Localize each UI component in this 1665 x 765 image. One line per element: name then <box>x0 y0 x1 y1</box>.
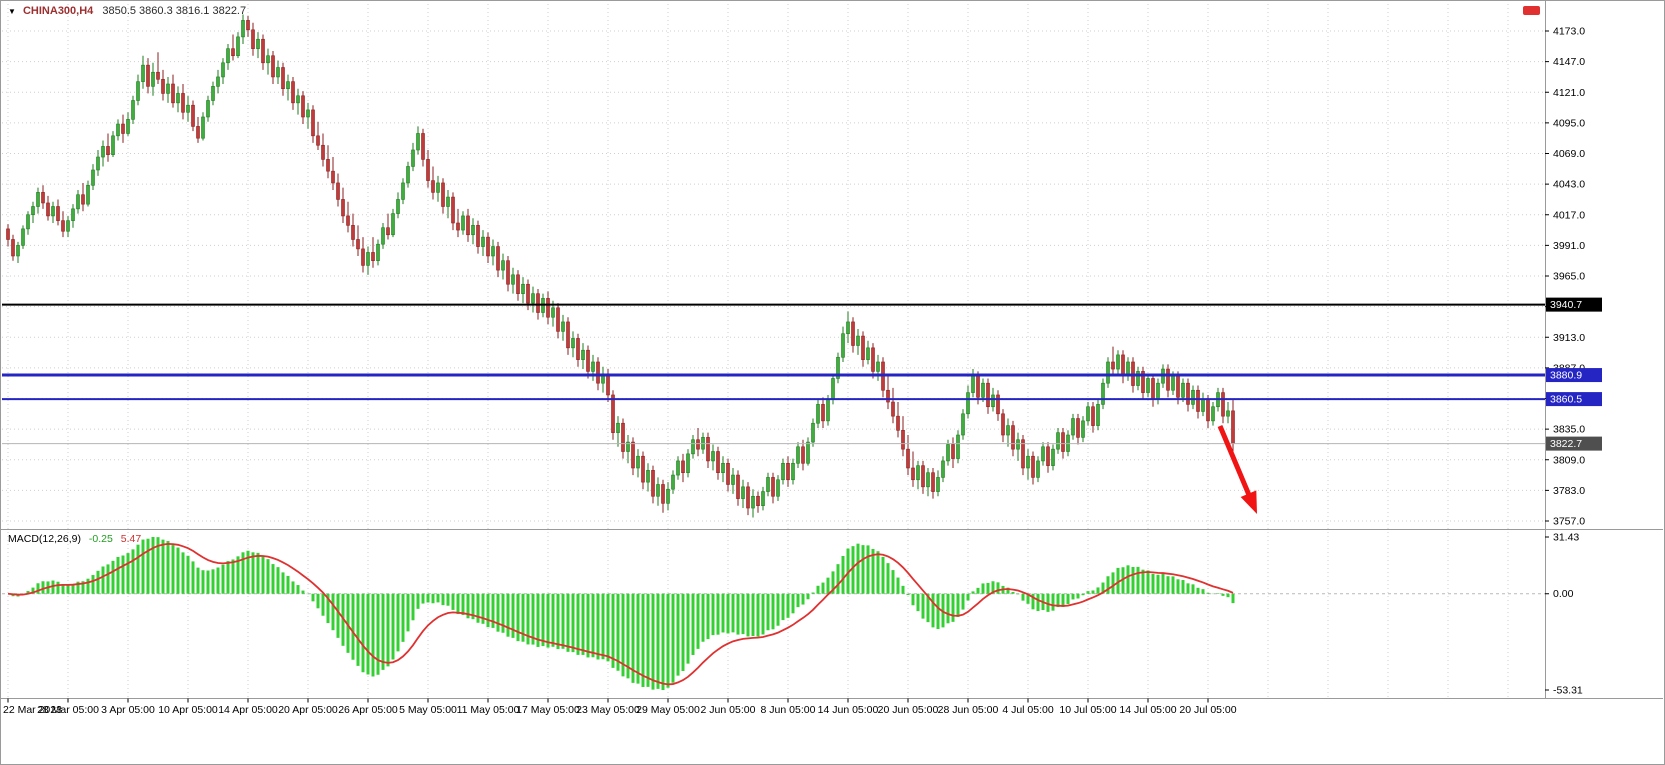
svg-text:3991.0: 3991.0 <box>1553 240 1585 252</box>
levels-layer <box>2 303 1545 445</box>
svg-text:3 Apr 05:00: 3 Apr 05:00 <box>101 704 155 716</box>
svg-text:29 May 05:00: 29 May 05:00 <box>636 704 700 716</box>
annotation-arrow-icon <box>1217 425 1257 514</box>
svg-text:3913.0: 3913.0 <box>1553 332 1585 344</box>
svg-text:8 Jun 05:00: 8 Jun 05:00 <box>761 704 816 716</box>
svg-text:3783.0: 3783.0 <box>1553 485 1585 497</box>
svg-text:28 Mar 05:00: 28 Mar 05:00 <box>37 704 99 716</box>
svg-text:4069.0: 4069.0 <box>1553 148 1585 160</box>
svg-text:4173.0: 4173.0 <box>1553 26 1585 38</box>
macd-signal-value: 5.47 <box>120 533 142 545</box>
svg-text:3860.5: 3860.5 <box>1550 394 1582 406</box>
svg-text:4095.0: 4095.0 <box>1553 117 1585 129</box>
symbol-info: ▼ CHINA300,H4 3850.5 3860.3 3816.1 3822.… <box>8 5 246 17</box>
svg-text:0.00: 0.00 <box>1553 588 1574 600</box>
svg-text:26 Apr 05:00: 26 Apr 05:00 <box>338 704 398 716</box>
svg-text:20 Jul 05:00: 20 Jul 05:00 <box>1179 704 1236 716</box>
symbol-ohlc-values: 3850.5 3860.3 3816.1 3822.7 <box>102 5 247 17</box>
svg-text:5 May 05:00: 5 May 05:00 <box>399 704 457 716</box>
svg-text:28 Jun 05:00: 28 Jun 05:00 <box>938 704 999 716</box>
svg-text:3940.7: 3940.7 <box>1550 299 1582 311</box>
symbol-dropdown-icon[interactable]: ▼ <box>8 7 16 16</box>
macd-main-value: -0.25 <box>88 533 113 545</box>
svg-text:-53.31: -53.31 <box>1553 685 1583 697</box>
svg-text:14 Jul 05:00: 14 Jul 05:00 <box>1119 704 1176 716</box>
svg-text:20 Apr 05:00: 20 Apr 05:00 <box>278 704 338 716</box>
top-right-indicator <box>1523 6 1540 15</box>
svg-text:3757.0: 3757.0 <box>1553 516 1585 528</box>
svg-text:3965.0: 3965.0 <box>1553 271 1585 283</box>
svg-text:4 Jul 05:00: 4 Jul 05:00 <box>1002 704 1054 716</box>
grid-layer <box>2 4 1545 697</box>
symbol-title: CHINA300,H4 <box>22 5 94 17</box>
macd-info: MACD(12,26,9) -0.25 5.47 <box>8 533 141 545</box>
svg-text:2 Jun 05:00: 2 Jun 05:00 <box>701 704 756 716</box>
price-axis[interactable]: 4173.0 4147.0 4121.0 4095.0 4069.0 4043.0 4017… <box>1545 0 1602 699</box>
svg-text:31.43: 31.43 <box>1553 532 1579 544</box>
candles-layer <box>6 14 1235 518</box>
svg-text:3822.7: 3822.7 <box>1550 438 1582 450</box>
svg-text:14 Apr 05:00: 14 Apr 05:00 <box>218 704 278 716</box>
svg-text:23 May 05:00: 23 May 05:00 <box>576 704 640 716</box>
svg-text:14 Jun 05:00: 14 Jun 05:00 <box>818 704 879 716</box>
svg-text:11 May 05:00: 11 May 05:00 <box>457 704 520 716</box>
macd-label: MACD(12,26,9) <box>8 533 81 545</box>
svg-text:3809.0: 3809.0 <box>1553 454 1585 466</box>
svg-text:10 Apr 05:00: 10 Apr 05:00 <box>158 704 218 716</box>
svg-text:20 Jun 05:00: 20 Jun 05:00 <box>878 704 939 716</box>
svg-text:4121.0: 4121.0 <box>1553 87 1585 99</box>
svg-text:22 Mar 2023: 22 Mar 2023 <box>3 704 62 716</box>
svg-text:4147.0: 4147.0 <box>1553 56 1585 68</box>
svg-text:4017.0: 4017.0 <box>1553 209 1585 221</box>
svg-text:4043.0: 4043.0 <box>1553 179 1585 191</box>
macd-layer <box>7 537 1235 690</box>
svg-text:3835.0: 3835.0 <box>1553 424 1585 436</box>
svg-text:3880.9: 3880.9 <box>1550 370 1582 382</box>
svg-text:17 May 05:00: 17 May 05:00 <box>516 704 580 716</box>
svg-text:10 Jul 05:00: 10 Jul 05:00 <box>1059 704 1116 716</box>
